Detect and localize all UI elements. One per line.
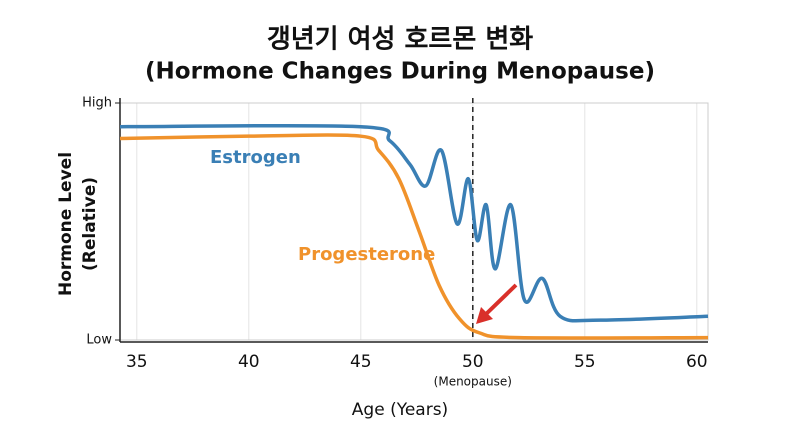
x-tick-label: 35 bbox=[126, 352, 148, 372]
menopause-label: (Menopause) bbox=[434, 375, 512, 389]
x-axis-label: Age (Years) bbox=[352, 400, 448, 420]
y-tick-label: High bbox=[82, 96, 112, 111]
x-tick-label: 45 bbox=[350, 352, 372, 372]
y-axis-label: Hormone Level bbox=[56, 152, 76, 296]
y-tick-label: Low bbox=[86, 333, 112, 348]
arrow-shaft bbox=[482, 283, 518, 318]
x-tick-label: 55 bbox=[574, 352, 596, 372]
line-series bbox=[119, 133, 709, 340]
x-tick-label: 40 bbox=[238, 352, 260, 372]
x-tick-label: 50 bbox=[462, 352, 484, 372]
x-tick-label: 60 bbox=[686, 352, 708, 372]
chart-title: 갱년기 여성 호르몬 변화 bbox=[267, 25, 533, 55]
line-series bbox=[119, 123, 709, 323]
arrow-head bbox=[476, 307, 493, 324]
y-axis-label: (Relative) bbox=[80, 177, 100, 271]
series-label: Estrogen bbox=[210, 147, 301, 168]
chart-subtitle: (Hormone Changes During Menopause) bbox=[145, 59, 655, 85]
series-label: Progesterone bbox=[298, 244, 435, 265]
